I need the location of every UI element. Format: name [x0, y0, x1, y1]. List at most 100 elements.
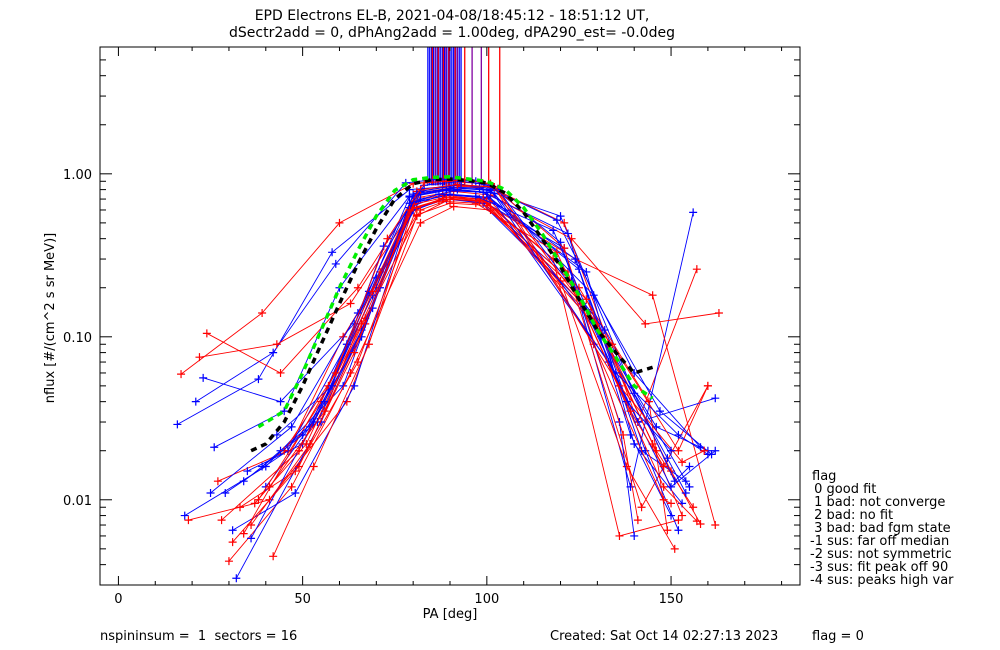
- data-point: [615, 531, 624, 540]
- data-point: [615, 381, 624, 390]
- data-series: [184, 195, 712, 525]
- data-point: [243, 467, 252, 476]
- data-point: [272, 340, 281, 349]
- data-point: [346, 299, 355, 308]
- data-point: [287, 482, 296, 491]
- data-series: [276, 183, 716, 459]
- data-point: [622, 462, 631, 471]
- data-point: [678, 458, 687, 467]
- data-point: [641, 319, 650, 328]
- series-line: [177, 186, 690, 488]
- data-point: [626, 407, 635, 416]
- data-point: [667, 499, 676, 508]
- data-point: [173, 420, 182, 429]
- data-point: [667, 446, 676, 455]
- data-point: [600, 326, 609, 335]
- data-point: [630, 439, 639, 448]
- data-point: [416, 185, 425, 194]
- data-point: [250, 499, 259, 508]
- y-tick-label: 1.00: [63, 168, 92, 183]
- data-point: [685, 482, 694, 491]
- data-point: [663, 454, 672, 463]
- data-point: [681, 477, 690, 486]
- data-point: [254, 495, 263, 504]
- data-point: [199, 373, 208, 382]
- data-point: [291, 489, 300, 498]
- data-series: [247, 193, 712, 530]
- data-series: [224, 202, 672, 566]
- data-point: [659, 462, 668, 471]
- data-series: [272, 177, 639, 540]
- data-point: [711, 521, 720, 530]
- data-point: [689, 208, 698, 217]
- plot-content: [173, 47, 723, 583]
- data-point: [206, 489, 215, 498]
- data-point: [350, 381, 359, 390]
- data-point: [309, 462, 318, 471]
- data-series: [243, 191, 687, 508]
- series-line: [203, 198, 716, 423]
- data-point: [670, 544, 679, 553]
- data-point: [405, 205, 414, 214]
- x-tick-label: 50: [294, 592, 311, 607]
- data-series: [195, 187, 723, 362]
- data-point: [247, 521, 256, 530]
- data-point: [700, 446, 709, 455]
- data-point: [681, 489, 690, 498]
- data-point: [659, 482, 668, 491]
- data-point: [659, 495, 668, 504]
- chart-title: EPD Electrons EL-B, 2021-04-08/18:45:12 …: [255, 8, 650, 24]
- data-point: [674, 516, 683, 525]
- legend-item: -2 sus: not symmetric: [810, 547, 952, 562]
- data-point: [674, 430, 683, 439]
- data-point: [549, 226, 558, 235]
- data-point: [339, 332, 348, 341]
- data-point: [269, 552, 278, 561]
- data-point: [567, 234, 576, 243]
- data-series: [247, 185, 690, 543]
- legend-item: -1 sus: far off median: [810, 534, 949, 549]
- x-axis-label: PA [deg]: [423, 607, 478, 622]
- data-point: [619, 430, 628, 439]
- data-point: [449, 202, 458, 211]
- data-point: [180, 511, 189, 520]
- data-point: [280, 446, 289, 455]
- data-point: [692, 265, 701, 274]
- vertical-marker-group: [431, 47, 501, 186]
- plot-axes: 0 50 100 150 0.01 0.10 1.00: [63, 46, 801, 607]
- data-point: [276, 397, 285, 406]
- data-point: [434, 190, 443, 199]
- data-point: [589, 291, 598, 300]
- data-series: [280, 175, 642, 525]
- data-point: [416, 205, 425, 214]
- data-point: [644, 397, 653, 406]
- data-point: [405, 199, 414, 208]
- y-axis-label: nflux [#/(cm^2 s sr MeV)]: [43, 233, 58, 403]
- data-point: [177, 370, 186, 379]
- vertical-marker-group: [434, 47, 482, 186]
- data-point: [622, 397, 631, 406]
- x-tick-label: 0: [114, 592, 122, 607]
- data-point: [641, 446, 650, 455]
- data-point: [247, 534, 256, 543]
- data-point: [228, 538, 237, 547]
- data-point: [353, 283, 362, 292]
- data-series: [265, 180, 709, 491]
- data-point: [221, 489, 230, 498]
- data-point: [696, 520, 705, 529]
- data-point: [210, 443, 219, 452]
- data-point: [434, 197, 443, 206]
- series-line: [232, 198, 709, 531]
- data-point: [648, 291, 657, 300]
- data-point: [711, 446, 720, 455]
- data-point: [703, 381, 712, 390]
- data-point: [633, 516, 642, 525]
- data-point: [272, 430, 281, 439]
- data-point: [350, 348, 359, 357]
- data-point: [582, 267, 591, 276]
- series-line: [269, 184, 705, 488]
- data-point: [239, 529, 248, 538]
- series-line: [276, 180, 635, 536]
- data-point: [236, 503, 244, 512]
